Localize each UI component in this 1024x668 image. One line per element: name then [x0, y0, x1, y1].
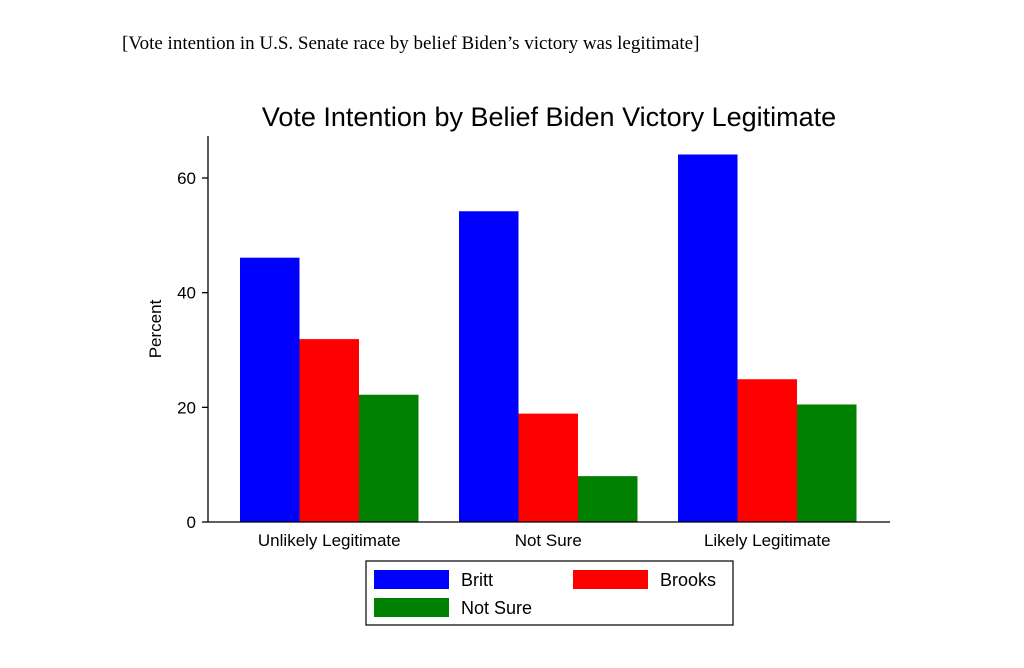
bar-not-sure-unlikely-legitimate [359, 394, 419, 522]
bar-britt-not-sure [459, 211, 519, 522]
legend-label-brooks: Brooks [660, 570, 716, 590]
bars-group [240, 154, 857, 522]
bar-not-sure-likely-legitimate [797, 404, 857, 522]
y-tick-label: 0 [187, 513, 196, 532]
legend-swatch-brooks [573, 570, 648, 589]
y-axis-label: Percent [146, 299, 165, 358]
bar-brooks-unlikely-legitimate [299, 339, 359, 522]
x-tick-label: Not Sure [515, 531, 582, 550]
bar-britt-unlikely-legitimate [240, 257, 300, 522]
bar-brooks-not-sure [518, 413, 578, 522]
bar-not-sure-not-sure [578, 476, 638, 522]
y-tick-label: 40 [177, 284, 196, 303]
legend-swatch-britt [374, 570, 449, 589]
legend-label-britt: Britt [461, 570, 493, 590]
x-tick-label: Unlikely Legitimate [258, 531, 401, 550]
bar-britt-likely-legitimate [678, 154, 738, 522]
x-tick-label: Likely Legitimate [704, 531, 831, 550]
legend-label-not-sure: Not Sure [461, 598, 532, 618]
axes-group: Unlikely Legitimate Not Sure Likely Legiti… [177, 136, 890, 550]
legend-swatch-not-sure [374, 598, 449, 617]
y-tick-label: 20 [177, 398, 196, 417]
legend: Britt Brooks Not Sure [365, 560, 734, 626]
chart-title: Vote Intention by Belief Biden Victory L… [262, 102, 836, 132]
y-tick-label: 60 [177, 169, 196, 188]
bar-brooks-likely-legitimate [737, 379, 797, 522]
figure-caption: [Vote intention in U.S. Senate race by b… [122, 33, 700, 54]
